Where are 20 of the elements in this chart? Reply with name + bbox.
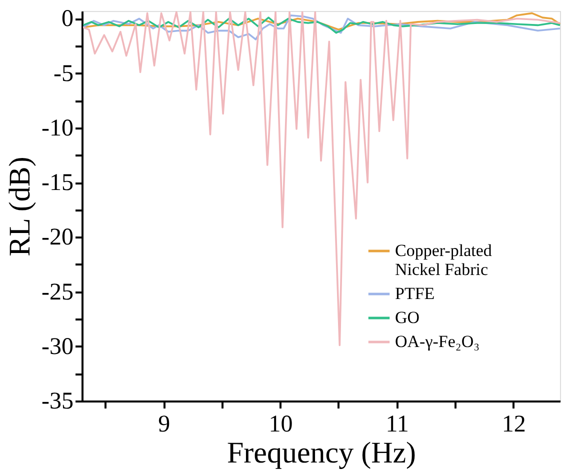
x-tick-label: 9	[158, 412, 170, 438]
y-tick-label: -10	[42, 115, 74, 142]
y-tick-label: -20	[42, 224, 74, 251]
y-tick-label: -25	[42, 279, 74, 306]
y-tick-label: -35	[42, 388, 74, 414]
legend-label: Copper-plated Nickel Fabric	[395, 241, 492, 279]
legend-label: OA-γ-Fe₂O₃	[395, 332, 480, 351]
y-axis-title: RL (dB)	[4, 156, 37, 256]
x-tick-label: 12	[502, 412, 526, 438]
line-series	[82, 14, 561, 40]
y-tick-label: -15	[42, 170, 74, 196]
x-tick-label: 10	[268, 412, 293, 438]
legend-label: GO	[395, 308, 420, 327]
legend-label: PTFE	[395, 284, 435, 303]
y-tick-label: -5	[54, 60, 74, 87]
y-tick-label: 0	[62, 6, 74, 32]
line-series	[82, 16, 561, 34]
x-axis-title: Frequency (Hz)	[226, 436, 416, 470]
x-tick-label: 11	[386, 412, 409, 438]
y-tick-label: -30	[42, 334, 74, 360]
